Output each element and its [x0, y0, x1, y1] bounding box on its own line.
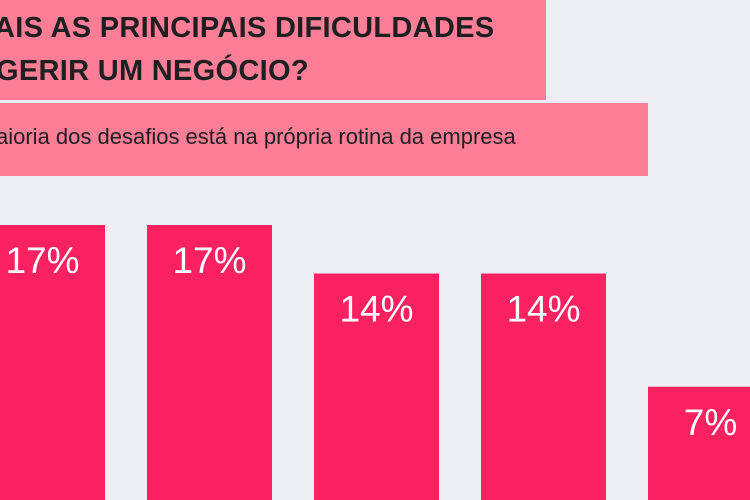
bar-label-1: 17% [5, 240, 79, 281]
bar-label-3: 14% [339, 289, 413, 330]
bar-label-5: 7% [684, 402, 737, 443]
bar-2 [147, 225, 272, 500]
bar-3 [314, 273, 439, 500]
bar-label-4: 14% [506, 289, 580, 330]
chart-title-line-2: GERIR UM NEGÓCIO? [0, 55, 309, 87]
bar-4 [481, 273, 606, 500]
bar-1 [0, 225, 105, 500]
bar-label-2: 17% [172, 240, 246, 281]
chart-title-line-1: AIS AS PRINCIPAIS DIFICULDADES [0, 12, 495, 44]
chart-subtitle: aioria dos desafios está na própria roti… [0, 124, 516, 149]
title-banner [0, 0, 546, 100]
subtitle-banner [0, 103, 648, 176]
bar-5 [648, 386, 750, 500]
